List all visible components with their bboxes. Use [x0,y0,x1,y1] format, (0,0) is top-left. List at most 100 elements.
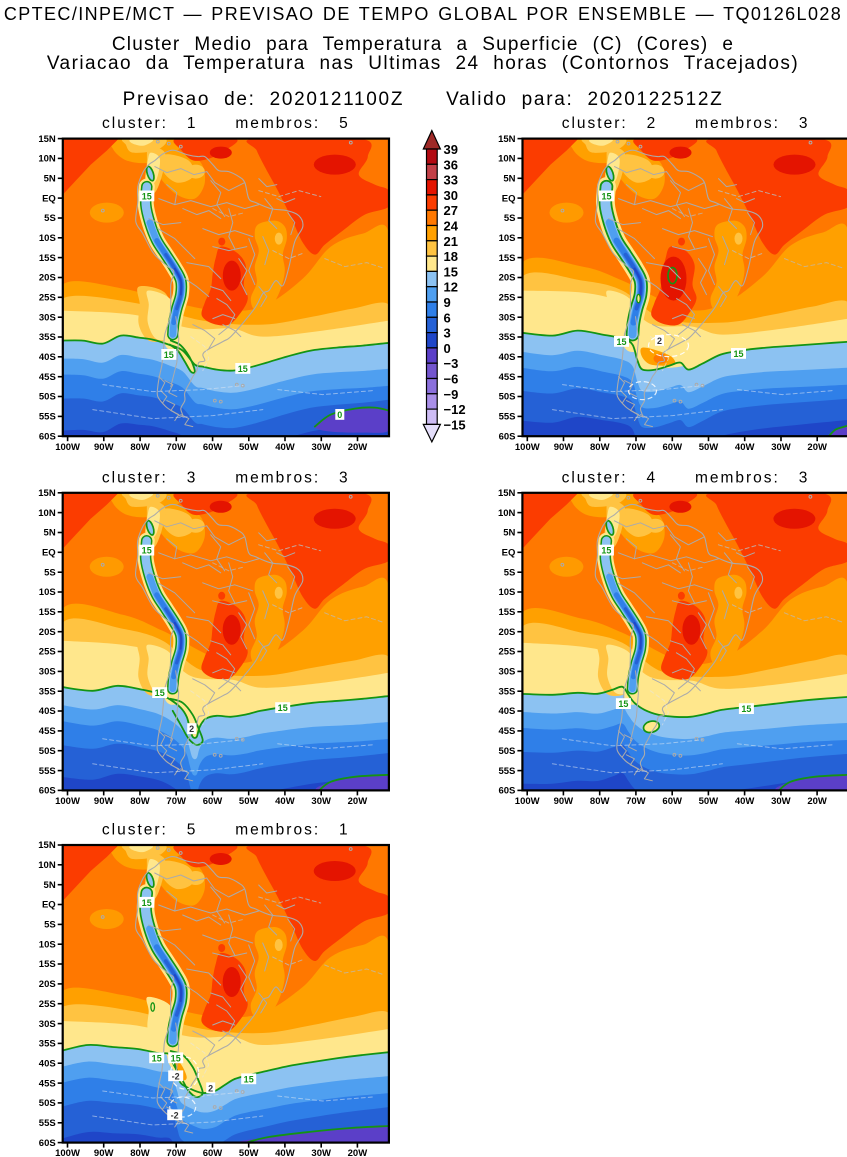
svg-text:5N: 5N [503,528,515,539]
svg-text:70W: 70W [166,796,186,807]
svg-text:55S: 55S [39,766,56,777]
svg-text:50W: 50W [239,796,259,807]
svg-text:5S: 5S [44,567,56,578]
svg-text:25S: 25S [499,293,516,304]
svg-text:cluster: 2 membros: 3: cluster: 2 membros: 3 [562,115,810,132]
svg-text:18: 18 [444,249,458,264]
svg-text:25S: 25S [498,647,515,658]
svg-text:6: 6 [444,310,451,325]
svg-text:20W: 20W [348,1148,368,1157]
svg-text:9: 9 [444,295,451,310]
svg-text:15: 15 [164,350,174,360]
svg-text:30S: 30S [39,1019,56,1030]
svg-text:25S: 25S [39,293,56,304]
svg-text:20W: 20W [807,442,827,453]
svg-text:60S: 60S [39,431,56,442]
svg-text:60S: 60S [39,786,56,797]
svg-text:24: 24 [444,219,459,234]
svg-text:5N: 5N [44,880,56,891]
svg-text:15: 15 [244,1074,254,1084]
svg-text:30S: 30S [498,667,515,678]
svg-text:5N: 5N [44,174,56,185]
svg-text:30S: 30S [499,312,516,323]
svg-text:15S: 15S [39,253,56,264]
svg-text:30W: 30W [311,796,331,807]
svg-text:40W: 40W [275,796,295,807]
svg-text:−15: −15 [444,417,466,432]
svg-text:45S: 45S [39,726,56,737]
svg-text:45S: 45S [39,372,56,383]
svg-text:-2: -2 [171,1110,179,1120]
svg-text:15N: 15N [38,840,56,851]
svg-text:90W: 90W [554,796,574,807]
svg-text:55S: 55S [39,412,56,423]
svg-text:15: 15 [444,264,458,279]
svg-text:20S: 20S [499,273,516,284]
svg-text:15: 15 [142,898,152,908]
svg-text:10N: 10N [38,508,56,519]
svg-text:2: 2 [208,1083,213,1093]
svg-text:15: 15 [278,703,288,713]
svg-text:60W: 60W [203,1148,223,1157]
svg-text:30W: 30W [312,442,332,453]
svg-text:10N: 10N [38,860,56,871]
svg-text:EQ: EQ [42,193,56,204]
svg-text:10S: 10S [39,233,56,244]
svg-text:35S: 35S [498,686,515,697]
svg-text:50W: 50W [699,796,719,807]
svg-text:35S: 35S [39,686,56,697]
svg-text:10N: 10N [38,154,56,165]
svg-text:21: 21 [444,234,458,249]
svg-text:70W: 70W [626,796,646,807]
svg-text:100W: 100W [55,1148,80,1157]
svg-text:15S: 15S [39,959,56,970]
svg-text:15: 15 [142,192,152,202]
svg-text:100W: 100W [515,442,540,453]
svg-text:15: 15 [601,192,611,202]
svg-text:100W: 100W [55,796,80,807]
svg-text:40W: 40W [275,442,295,453]
svg-text:60S: 60S [499,431,516,442]
svg-text:100W: 100W [515,796,540,807]
svg-text:40S: 40S [499,352,516,363]
svg-text:100W: 100W [55,442,80,453]
svg-text:15: 15 [618,699,628,709]
svg-text:70W: 70W [626,442,646,453]
svg-text:15: 15 [152,1053,162,1063]
svg-text:45S: 45S [499,372,516,383]
svg-text:2: 2 [657,336,662,346]
svg-text:15: 15 [616,337,626,347]
svg-text:−9: −9 [444,387,459,402]
svg-text:39: 39 [444,142,458,157]
svg-text:40W: 40W [735,442,755,453]
svg-text:15: 15 [601,546,611,556]
svg-text:Cluster Medio para Temperatura: Cluster Medio para Temperatura a Superfi… [112,34,734,55]
svg-text:40S: 40S [498,706,515,717]
svg-text:30W: 30W [311,1148,331,1157]
svg-text:EQ: EQ [42,900,56,911]
svg-text:45S: 45S [498,726,515,737]
svg-text:80W: 80W [130,442,150,453]
svg-text:20S: 20S [39,627,56,638]
svg-text:30S: 30S [39,667,56,678]
svg-text:EQ: EQ [42,548,56,559]
svg-text:90W: 90W [94,1148,114,1157]
svg-text:50S: 50S [498,746,515,757]
svg-text:35S: 35S [39,1039,56,1050]
svg-text:15N: 15N [498,134,516,145]
svg-text:60W: 60W [203,796,223,807]
svg-text:50W: 50W [699,442,719,453]
svg-text:10S: 10S [39,939,56,950]
svg-text:35S: 35S [499,332,516,343]
svg-text:Previsao de: 2020121100Z Val: Previsao de: 2020121100Z Valido para: 20… [123,89,724,110]
svg-text:15: 15 [155,688,165,698]
svg-text:15: 15 [171,1053,181,1063]
svg-text:10S: 10S [39,587,56,598]
svg-text:25S: 25S [39,999,56,1010]
svg-text:−6: −6 [444,372,459,387]
svg-text:60W: 60W [663,442,683,453]
svg-text:80W: 80W [590,442,610,453]
svg-text:20S: 20S [39,273,56,284]
svg-text:50S: 50S [39,746,56,757]
svg-text:5S: 5S [44,213,56,224]
